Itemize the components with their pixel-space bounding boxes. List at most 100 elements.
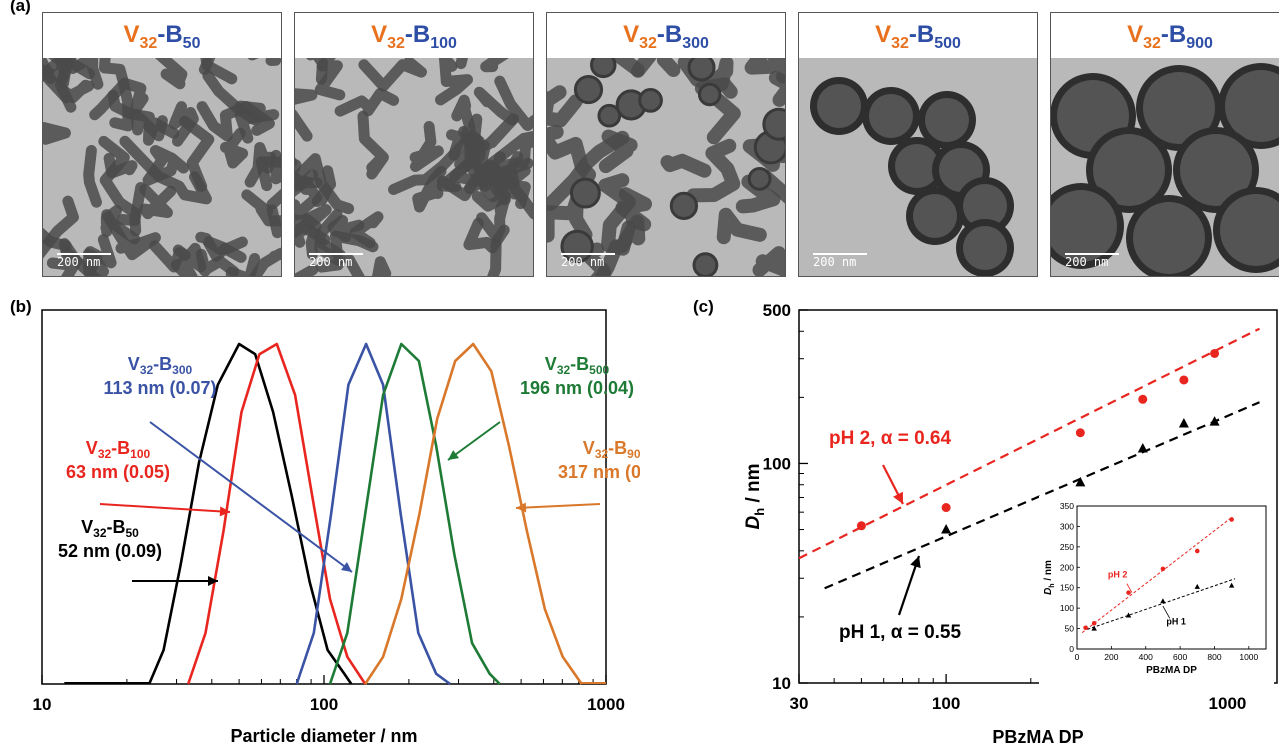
tem-image-4: V32-B900 200 nm	[1050, 12, 1279, 277]
inset-y-tick-label: 100	[1060, 603, 1074, 613]
arrow-head	[448, 450, 460, 460]
fit-line	[824, 401, 1260, 590]
annotation-arrow	[447, 421, 501, 461]
scale-label: 200 nm	[561, 255, 604, 269]
series-line	[295, 342, 451, 686]
inset-fit-line	[1081, 517, 1232, 634]
micrograph: 200 nm	[1051, 58, 1279, 276]
tem-title-bs: 50	[182, 34, 201, 52]
inset-y-tick-label: 200	[1060, 562, 1074, 572]
inset-label: pH 2	[1108, 570, 1128, 580]
panel-c-label: (c)	[693, 297, 714, 316]
worm	[99, 58, 134, 132]
tem-title-dash: -	[1160, 21, 1169, 48]
worm	[154, 58, 188, 90]
tem-image-0: V32-B50 200 nm	[42, 12, 282, 277]
arrow-head	[219, 506, 230, 517]
worm	[83, 145, 102, 208]
plot-frame	[798, 309, 1278, 684]
worm	[248, 247, 281, 276]
series-line	[364, 342, 583, 685]
inset-data-point	[1091, 620, 1097, 626]
worm	[316, 237, 346, 273]
inset-x-tick-label: 600	[1173, 652, 1187, 662]
tem-title-dash: -	[908, 21, 917, 48]
inset-x-tick-label: 1000	[1239, 652, 1258, 662]
tem-title-b: B	[664, 21, 683, 48]
worm	[480, 58, 509, 73]
data-point	[1179, 375, 1189, 385]
annotation-value: 317 nm (0.08)	[558, 462, 640, 482]
arrow-head	[893, 491, 903, 504]
worm	[266, 204, 281, 239]
vesicle	[747, 166, 772, 191]
inset-x-tick-label: 0	[1075, 652, 1080, 662]
worm	[168, 101, 199, 147]
x-tick-label: 1000	[1209, 694, 1247, 713]
tem-image-2: V32-B300 200 nm	[546, 12, 786, 277]
inset-x-tick-label: 400	[1139, 652, 1153, 662]
tem-title-dash: -	[404, 21, 413, 48]
annotation-arrow	[515, 503, 601, 509]
worm	[473, 86, 518, 126]
tem-title: V32-B500	[799, 13, 1037, 59]
tem-title-v: V	[875, 21, 892, 48]
inset-label: pH 1	[1166, 616, 1186, 626]
x-tick-label: 30	[790, 694, 809, 713]
data-point	[1209, 416, 1220, 426]
x-axis-label: Particle diameter / nm	[230, 726, 417, 746]
scale-label: 200 nm	[813, 255, 856, 269]
micrograph: 200 nm	[43, 58, 281, 276]
worm	[598, 129, 638, 174]
worm	[474, 113, 520, 178]
tem-title-b: B	[1168, 21, 1187, 48]
vesicle	[687, 58, 716, 82]
vesicle-lumen	[1133, 202, 1205, 274]
worm	[660, 153, 712, 178]
inset-data-point	[1126, 590, 1131, 595]
inset-fit-line	[1087, 578, 1236, 630]
tem-image-1: V32-B100 200 nm	[294, 12, 534, 277]
vesicle-lumen	[1093, 134, 1165, 206]
vesicle-lumen	[1220, 194, 1279, 266]
worm	[82, 234, 117, 276]
worm	[327, 214, 365, 243]
x-tick-label: 100	[310, 695, 338, 714]
annotation-value: 196 nm (0.04)	[520, 378, 634, 398]
worm	[234, 100, 280, 144]
arrow-head	[208, 576, 218, 586]
data-point	[941, 524, 952, 534]
inset-data-point	[1091, 625, 1097, 631]
inset-y-tick-label: 150	[1060, 583, 1074, 593]
worm	[314, 58, 346, 101]
worm	[752, 246, 785, 276]
inset-frame	[1076, 505, 1267, 650]
inset-y-tick-label: 300	[1060, 521, 1074, 531]
tem-title-vs: 32	[891, 34, 909, 52]
worm	[547, 193, 593, 243]
data-point	[1210, 348, 1220, 358]
worm	[119, 135, 212, 205]
annotation-name: V32-B50	[81, 517, 139, 540]
annotation-value: 63 nm (0.05)	[66, 462, 170, 482]
inset-y-tick-label: 0	[1069, 644, 1074, 654]
inset-x-tick-label: 200	[1104, 652, 1118, 662]
series-line	[186, 342, 367, 685]
data-point	[941, 503, 951, 513]
worm	[357, 110, 389, 180]
data-point	[1075, 476, 1086, 487]
worm	[170, 242, 207, 276]
data-point	[1178, 418, 1189, 428]
inset-data-point	[1194, 583, 1200, 589]
worm	[295, 204, 332, 248]
annotation-value: 52 nm (0.09)	[58, 541, 162, 561]
micrograph: 200 nm	[799, 58, 1037, 276]
y-tick-label: 10	[772, 674, 791, 693]
worm	[247, 58, 281, 66]
plot-frame	[41, 309, 607, 685]
worm	[107, 89, 180, 146]
vesicle-lumen	[913, 194, 957, 238]
fit-annotation: pH 2, α = 0.64	[829, 428, 951, 449]
worm	[494, 75, 533, 131]
inset-data-point	[1229, 517, 1234, 522]
